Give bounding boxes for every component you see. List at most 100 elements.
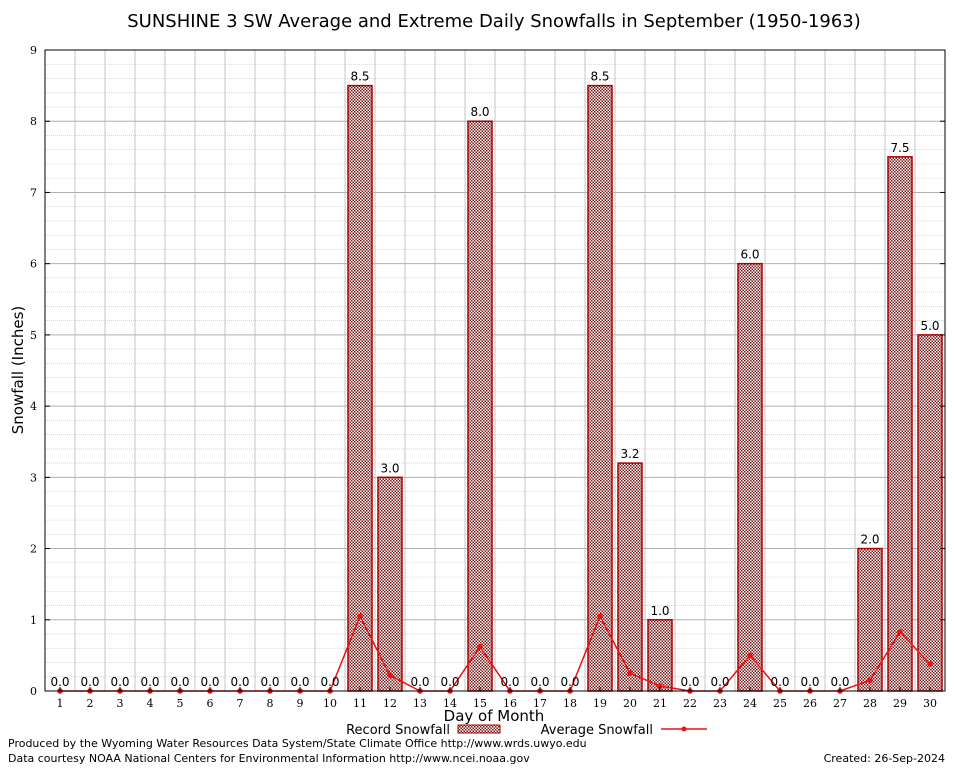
bar-value-label: 0.0 bbox=[170, 675, 189, 689]
x-tick-label: 25 bbox=[773, 697, 787, 710]
average-snowfall-point bbox=[477, 644, 483, 650]
bar-value-label: 6.0 bbox=[740, 248, 759, 262]
bar-record-snowfall bbox=[917, 334, 943, 692]
legend-label-average: Average Snowfall bbox=[541, 723, 653, 738]
y-tick-label: 5 bbox=[30, 329, 37, 342]
bar-value-label: 0.0 bbox=[110, 675, 129, 689]
x-tick-label: 16 bbox=[503, 697, 517, 710]
legend-label-record: Record Snowfall bbox=[346, 723, 450, 738]
legend-swatch-record bbox=[457, 724, 501, 734]
bar-record-snowfall bbox=[647, 619, 673, 692]
x-tick-label: 21 bbox=[653, 697, 667, 710]
x-tick-label: 27 bbox=[833, 697, 847, 710]
bar-value-label: 0.0 bbox=[80, 675, 99, 689]
bar-record-snowfall bbox=[887, 156, 913, 692]
bar-record-snowfall bbox=[617, 462, 643, 692]
bars bbox=[347, 84, 943, 692]
grid bbox=[44, 49, 946, 692]
bar-record-snowfall bbox=[737, 262, 763, 692]
x-axis-label: Day of Month bbox=[444, 707, 545, 725]
x-tick-label: 9 bbox=[297, 697, 304, 710]
x-tick-label: 7 bbox=[237, 697, 244, 710]
bar-value-label: 0.0 bbox=[530, 675, 549, 689]
x-tick-label: 2 bbox=[87, 697, 94, 710]
bar-value-label: 0.0 bbox=[50, 675, 69, 689]
bar-value-label: 0.0 bbox=[710, 675, 729, 689]
x-tick-label: 10 bbox=[323, 697, 337, 710]
legend: Record Snowfall Average Snowfall bbox=[346, 723, 707, 738]
x-tick-label: 14 bbox=[443, 697, 457, 710]
bar-value-label: 0.0 bbox=[680, 675, 699, 689]
bar-value-label: 3.2 bbox=[620, 447, 639, 461]
y-axis-label: Snowfall (Inches) bbox=[9, 306, 27, 434]
y-tick-label: 8 bbox=[30, 115, 37, 128]
bar-value-label: 1.0 bbox=[650, 604, 669, 618]
x-tick-label: 12 bbox=[383, 697, 397, 710]
x-tick-label: 8 bbox=[267, 697, 274, 710]
y-tick-label: 1 bbox=[30, 614, 37, 627]
y-axis-ticks: 0 1 2 3 4 5 6 7 8 9 bbox=[30, 44, 945, 698]
x-tick-label: 24 bbox=[743, 697, 757, 710]
x-tick-label: 19 bbox=[593, 697, 607, 710]
bar-record-snowfall bbox=[347, 84, 373, 692]
x-tick-label: 17 bbox=[533, 697, 547, 710]
bar-value-label: 3.0 bbox=[380, 461, 399, 475]
bar-value-label: 8.5 bbox=[590, 70, 609, 84]
footer-created: Created: 26-Sep-2024 bbox=[824, 752, 945, 765]
bar-record-snowfall bbox=[377, 476, 403, 692]
bar-value-label: 0.0 bbox=[830, 675, 849, 689]
x-tick-label: 15 bbox=[473, 697, 487, 710]
bar-value-label: 2.0 bbox=[860, 533, 879, 547]
chart-title: SUNSHINE 3 SW Average and Extreme Daily … bbox=[127, 11, 861, 32]
bar-value-label: 0.0 bbox=[440, 675, 459, 689]
x-tick-label: 30 bbox=[923, 697, 937, 710]
bar-value-label: 0.0 bbox=[260, 675, 279, 689]
y-tick-label: 7 bbox=[30, 186, 37, 199]
x-tick-label: 28 bbox=[863, 697, 877, 710]
x-tick-label: 26 bbox=[803, 697, 817, 710]
x-tick-label: 11 bbox=[353, 697, 367, 710]
bar-value-label: 0.0 bbox=[230, 675, 249, 689]
bar-value-label: 0.0 bbox=[320, 675, 339, 689]
bar-record-snowfall bbox=[587, 84, 613, 692]
y-tick-label: 4 bbox=[30, 400, 37, 413]
bar-value-label: 8.5 bbox=[350, 70, 369, 84]
x-tick-label: 3 bbox=[117, 697, 124, 710]
x-tick-label: 23 bbox=[713, 697, 727, 710]
bar-record-snowfall bbox=[857, 547, 883, 692]
average-snowfall-point bbox=[747, 652, 753, 659]
plot-frame bbox=[44, 49, 946, 692]
average-snowfall-point bbox=[867, 677, 873, 684]
average-snowfall-point bbox=[357, 613, 363, 620]
bar-value-label: 0.0 bbox=[140, 675, 159, 689]
y-tick-label: 9 bbox=[30, 44, 37, 57]
y-tick-label: 6 bbox=[30, 258, 37, 271]
bar-value-label: 0.0 bbox=[560, 675, 579, 689]
x-tick-label: 18 bbox=[563, 697, 577, 710]
bar-value-label: 0.0 bbox=[800, 675, 819, 689]
average-snowfall-point bbox=[927, 661, 933, 667]
x-tick-label: 4 bbox=[147, 697, 154, 710]
y-tick-label: 0 bbox=[30, 685, 37, 698]
average-snowfall-point bbox=[657, 683, 663, 689]
bar-value-label: 5.0 bbox=[920, 319, 939, 333]
x-axis-ticks: 1 2 3 4 5 6 7 8 9 10 11 12 13 14 15 16 17 18 19 20 21 22 23 24 2… bbox=[57, 687, 937, 710]
bar-value-label: 7.5 bbox=[890, 141, 909, 155]
x-tick-label: 29 bbox=[893, 697, 907, 710]
average-snowfall-point bbox=[387, 672, 393, 679]
data-labels: 0.0 0.0 0.0 0.0 0.0 0.0 0.0 0.0 0.0 0.0 8.5 3.0 0.0 0… bbox=[50, 70, 939, 689]
average-snowfall-point bbox=[627, 670, 633, 676]
x-tick-label: 20 bbox=[623, 697, 637, 710]
y-tick-label: 2 bbox=[30, 543, 37, 556]
x-tick-label: 5 bbox=[177, 697, 184, 710]
y-tick-label: 3 bbox=[30, 471, 37, 484]
footer-data-source: Data courtesy NOAA National Centers for … bbox=[8, 752, 530, 765]
bar-value-label: 0.0 bbox=[500, 675, 519, 689]
x-tick-label: 6 bbox=[207, 697, 214, 710]
bar-value-label: 0.0 bbox=[290, 675, 309, 689]
legend-marker-average bbox=[681, 726, 687, 732]
x-tick-label: 1 bbox=[57, 697, 64, 710]
footer-producer: Produced by the Wyoming Water Resources … bbox=[8, 737, 587, 750]
average-snowfall-point bbox=[597, 613, 603, 620]
